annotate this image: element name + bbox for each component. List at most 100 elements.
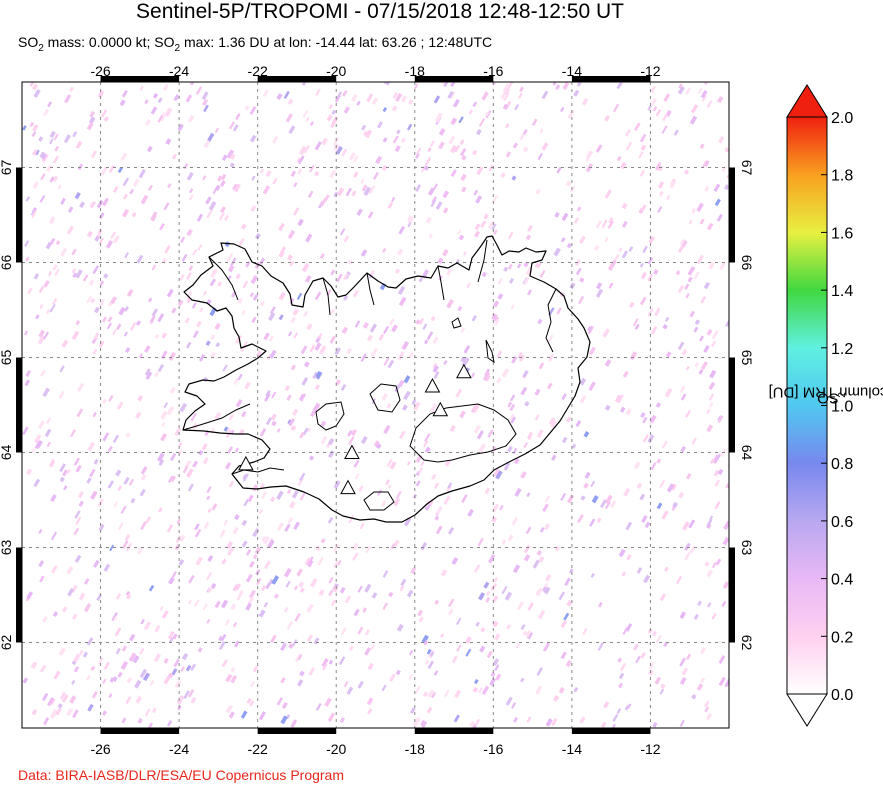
so2-pixel [590, 572, 595, 578]
so2-pixel [503, 92, 510, 101]
so2-pixel [511, 355, 518, 364]
so2-pixel [693, 326, 699, 333]
so2-pixel [656, 458, 662, 464]
so2-pixel [457, 305, 463, 312]
so2-pixel [512, 142, 518, 149]
so2-pixel [259, 300, 265, 307]
so2-pixel [370, 643, 376, 651]
so2-pixel [552, 82, 560, 86]
so2-pixel [34, 149, 40, 156]
so2-pixel [465, 636, 472, 644]
so2-pixel [26, 591, 34, 600]
so2-pixel [148, 584, 155, 592]
so2-pixel [236, 593, 243, 601]
so2-pixel [88, 116, 96, 125]
so2-pixel [48, 216, 55, 225]
so2-pixel [411, 399, 417, 405]
so2-pixel [154, 333, 160, 340]
so2-pixel [704, 700, 710, 708]
so2-pixel [199, 354, 206, 362]
so2-pixel [30, 448, 35, 453]
so2-pixel [625, 129, 632, 137]
so2-pixel [144, 368, 151, 376]
so2-pixel [327, 437, 335, 446]
so2-pixel [684, 283, 690, 290]
so2-pixel [690, 104, 699, 114]
lat-tick-label-right: 67 [739, 160, 755, 176]
so2-pixel [501, 368, 510, 378]
so2-pixel [40, 173, 46, 181]
so2-pixel [579, 716, 586, 724]
colorbar-tick-label: 0.0 [831, 687, 853, 704]
so2-pixel [146, 145, 153, 153]
so2-pixel [414, 153, 420, 159]
so2-pixel [237, 297, 243, 304]
so2-pixel [241, 519, 248, 527]
so2-pixel [192, 248, 198, 256]
so2-pixel [492, 658, 500, 666]
so2-pixel [183, 690, 190, 699]
so2-pixel [424, 503, 431, 511]
so2-pixel [523, 261, 529, 268]
so2-pixel [299, 472, 306, 482]
so2-pixel [428, 499, 434, 506]
so2-pixel [87, 441, 95, 452]
so2-pixel [403, 517, 412, 527]
so2-pixel [43, 280, 50, 288]
so2-pixel [639, 296, 647, 306]
so2-pixel [289, 260, 295, 267]
so2-pixel [308, 455, 315, 461]
so2-pixel [418, 317, 425, 325]
so2-pixel [491, 516, 498, 523]
so2-pixel [84, 578, 90, 585]
so2-pixel [75, 464, 82, 473]
so2-pixel [32, 181, 39, 190]
so2-pixel [567, 109, 575, 119]
so2-pixel [353, 459, 360, 468]
so2-pixel [74, 192, 81, 200]
so2-pixel [433, 95, 441, 104]
so2-pixel [627, 703, 632, 709]
so2-pixel [90, 150, 98, 159]
so2-pixel [603, 701, 610, 709]
so2-pixel [687, 266, 696, 276]
so2-pixel [364, 583, 372, 593]
so2-pixel [597, 601, 603, 608]
so2-pixel [300, 345, 308, 355]
so2-pixel [566, 599, 573, 607]
colorbar-tick-label: 0.8 [831, 456, 853, 473]
so2-pixel [397, 248, 404, 256]
so2-pixel [29, 121, 35, 128]
so2-pixel [336, 91, 342, 98]
so2-pixel [160, 350, 168, 359]
so2-pixel [101, 316, 108, 323]
so2-pixel [636, 567, 643, 574]
so2-pixel [157, 452, 165, 462]
so2-pixel [319, 252, 325, 259]
so2-pixel [612, 714, 619, 722]
so2-pixel [196, 213, 204, 222]
so2-pixel [337, 559, 342, 566]
so2-pixel [505, 123, 510, 129]
so2-pixel [233, 514, 240, 521]
so2-pixel [509, 413, 515, 421]
so2-pixel [579, 277, 585, 283]
lat-tick-label-right: 63 [739, 540, 755, 556]
so2-pixel [232, 183, 238, 191]
so2-pixel [286, 394, 292, 401]
so2-pixel [297, 653, 303, 661]
so2-pixel [659, 479, 666, 489]
so2-pixel [386, 403, 392, 409]
so2-pixel [181, 253, 188, 262]
so2-pixel [186, 468, 194, 478]
so2-pixel [656, 502, 663, 510]
so2-pixel [122, 177, 130, 187]
so2-pixel [132, 178, 140, 187]
so2-pixel [424, 433, 431, 442]
so2-pixel [293, 182, 298, 188]
so2-pixel [679, 611, 687, 619]
so2-pixel [134, 679, 142, 689]
so2-pixel [495, 673, 502, 681]
so2-pixel [294, 612, 301, 622]
so2-pixel [92, 411, 97, 418]
